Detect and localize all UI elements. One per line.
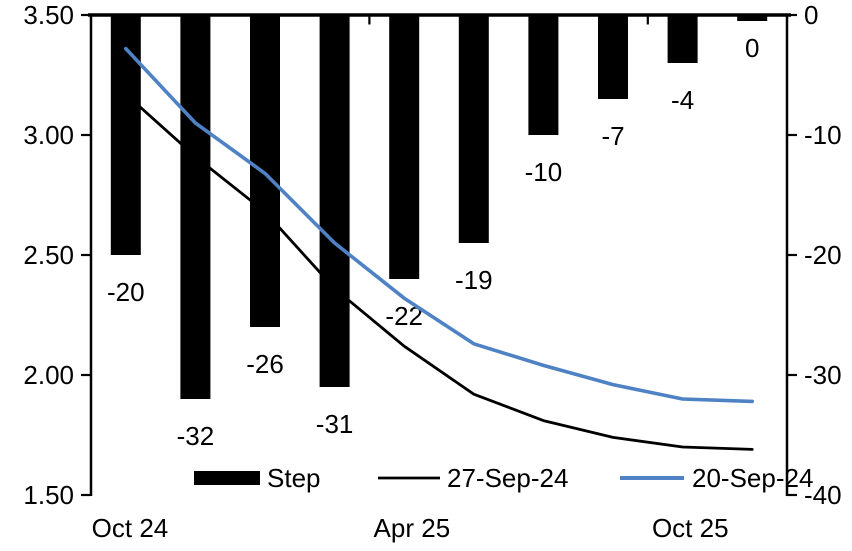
bar-data-label: -20 — [107, 277, 145, 307]
left-axis-tick-label: 3.00 — [23, 120, 74, 150]
x-axis-label: Oct 24 — [92, 513, 169, 543]
legend-step-swatch — [194, 471, 260, 485]
legend: Step 27-Sep-24 20-Sep-24 — [194, 463, 813, 493]
legend-20-sep-24-label: 20-Sep-24 — [692, 463, 813, 493]
plot-area: -20-32-26-31-22-19-10-7-403.503.002.502.… — [23, 0, 841, 543]
bar-data-label: 0 — [745, 33, 759, 63]
right-axis-tick-label: -40 — [804, 480, 842, 510]
left-axis-tick-label: 2.00 — [23, 360, 74, 390]
bar-data-label: -26 — [246, 349, 284, 379]
step-bar — [458, 15, 489, 243]
step-bar — [389, 15, 420, 279]
x-axis-label: Oct 25 — [652, 513, 729, 543]
left-axis-tick-label: 3.50 — [23, 0, 74, 30]
step-bar — [598, 15, 628, 99]
right-axis-tick-label: -10 — [804, 120, 842, 150]
step-bar — [528, 15, 559, 135]
step-bar — [667, 15, 698, 63]
bar-data-label: -32 — [177, 421, 215, 451]
bar-data-label: -19 — [455, 265, 493, 295]
right-axis-tick-label: -20 — [804, 240, 842, 270]
step-bar — [737, 15, 768, 21]
step-bar — [180, 15, 211, 399]
bar-data-label: -4 — [671, 85, 694, 115]
right-axis-tick-label: -30 — [804, 360, 842, 390]
left-axis-tick-label: 1.50 — [23, 480, 74, 510]
legend-step-label: Step — [267, 463, 321, 493]
line-20-Sep-24 — [124, 46, 755, 404]
line-27-Sep-24 — [124, 92, 754, 451]
step-bar — [250, 15, 280, 327]
bar-data-label: -31 — [316, 409, 354, 439]
right-axis-tick-label: 0 — [804, 0, 818, 30]
x-axis-label: Apr 25 — [374, 513, 451, 543]
step-bar — [110, 15, 141, 255]
legend-27-sep-24-label: 27-Sep-24 — [447, 463, 568, 493]
left-axis-tick-label: 2.50 — [23, 240, 74, 270]
bar-data-label: -7 — [601, 121, 624, 151]
step-bar — [319, 15, 350, 387]
bar-data-label: -10 — [525, 157, 563, 187]
